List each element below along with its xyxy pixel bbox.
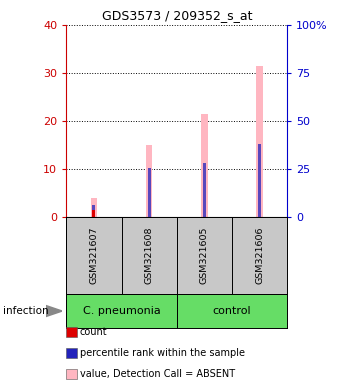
Text: GSM321605: GSM321605 <box>200 227 209 284</box>
Bar <box>66 217 122 294</box>
Bar <box>122 217 177 294</box>
Bar <box>92 210 96 217</box>
Title: GDS3573 / 209352_s_at: GDS3573 / 209352_s_at <box>102 9 252 22</box>
Bar <box>232 217 287 294</box>
Bar <box>66 294 177 328</box>
Text: count: count <box>80 327 107 337</box>
Bar <box>177 294 287 328</box>
Text: GSM321606: GSM321606 <box>255 227 264 284</box>
Text: GSM321608: GSM321608 <box>145 227 154 284</box>
Bar <box>148 168 151 217</box>
Text: infection: infection <box>3 306 49 316</box>
Bar <box>256 66 263 217</box>
Bar <box>146 145 152 217</box>
Bar <box>177 217 232 294</box>
Text: GSM321607: GSM321607 <box>89 227 98 284</box>
Text: percentile rank within the sample: percentile rank within the sample <box>80 348 245 358</box>
Bar <box>201 114 208 217</box>
Bar <box>258 144 261 217</box>
Text: control: control <box>213 306 251 316</box>
Bar <box>92 205 96 217</box>
Text: value, Detection Call = ABSENT: value, Detection Call = ABSENT <box>80 369 235 379</box>
Bar <box>90 198 97 217</box>
Text: C. pneumonia: C. pneumonia <box>83 306 160 316</box>
Polygon shape <box>46 306 62 316</box>
Bar <box>203 163 206 217</box>
